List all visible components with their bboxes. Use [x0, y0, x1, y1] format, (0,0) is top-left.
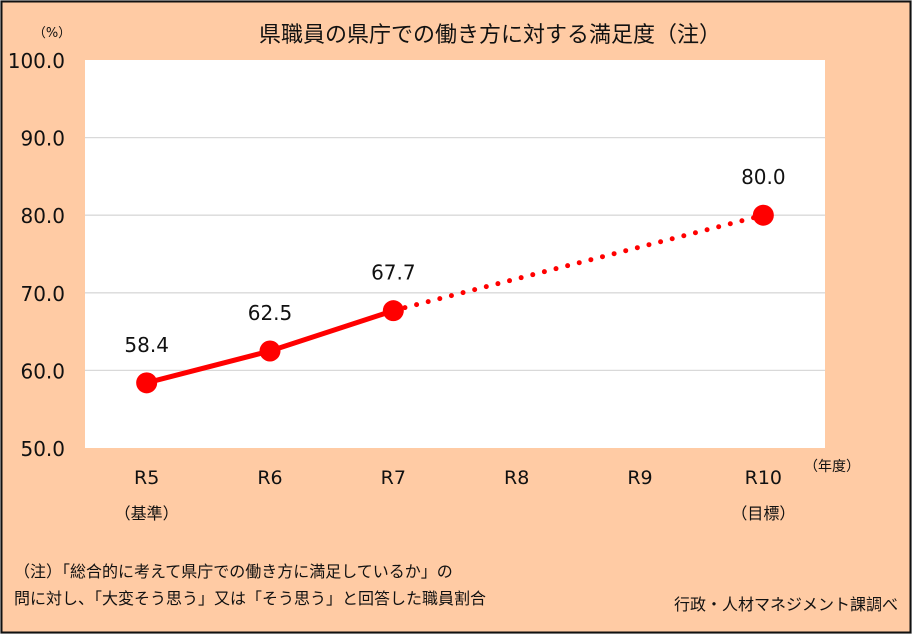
x-tick-sublabel: （目標） [731, 504, 795, 523]
target-line [390, 212, 766, 314]
chart-title: 県職員の県庁での働き方に対する満足度（注） [259, 23, 721, 48]
y-tick-label: 80.0 [20, 204, 65, 228]
data-label: 58.4 [124, 333, 169, 357]
y-tick-label: 70.0 [20, 282, 65, 306]
source-note: 行政・人材マネジメント課調べ [674, 595, 898, 614]
y-tick-label: 50.0 [20, 437, 65, 461]
data-point [752, 204, 774, 226]
y-tick-label: 100.0 [8, 49, 65, 73]
x-tick-label: R8 [504, 467, 529, 489]
x-tick-label: R10 [745, 467, 782, 489]
data-point [259, 340, 281, 362]
data-point [382, 300, 404, 322]
y-axis-unit: （%） [33, 26, 71, 41]
x-tick-label: R6 [257, 467, 282, 489]
y-tick-label: 60.0 [20, 359, 65, 383]
x-axis-unit: （年度） [804, 459, 860, 475]
plot-area [85, 60, 825, 448]
data-label: 80.0 [741, 165, 786, 189]
data-label: 67.7 [371, 261, 416, 285]
y-tick-label: 90.0 [20, 127, 65, 151]
data-label: 62.5 [248, 301, 293, 325]
x-tick-label: R9 [627, 467, 652, 489]
data-point [136, 372, 158, 394]
x-tick-sublabel: （基準） [115, 504, 179, 523]
x-tick-label: R5 [134, 467, 159, 489]
note-line-2: 問に対し、「大変そう思う」又は「そう思う」と回答した職員割合 [14, 589, 486, 608]
note-line-1: （注）「総合的に考えて県庁での働き方に満足しているか」の [14, 562, 453, 581]
x-tick-label: R7 [381, 467, 406, 489]
